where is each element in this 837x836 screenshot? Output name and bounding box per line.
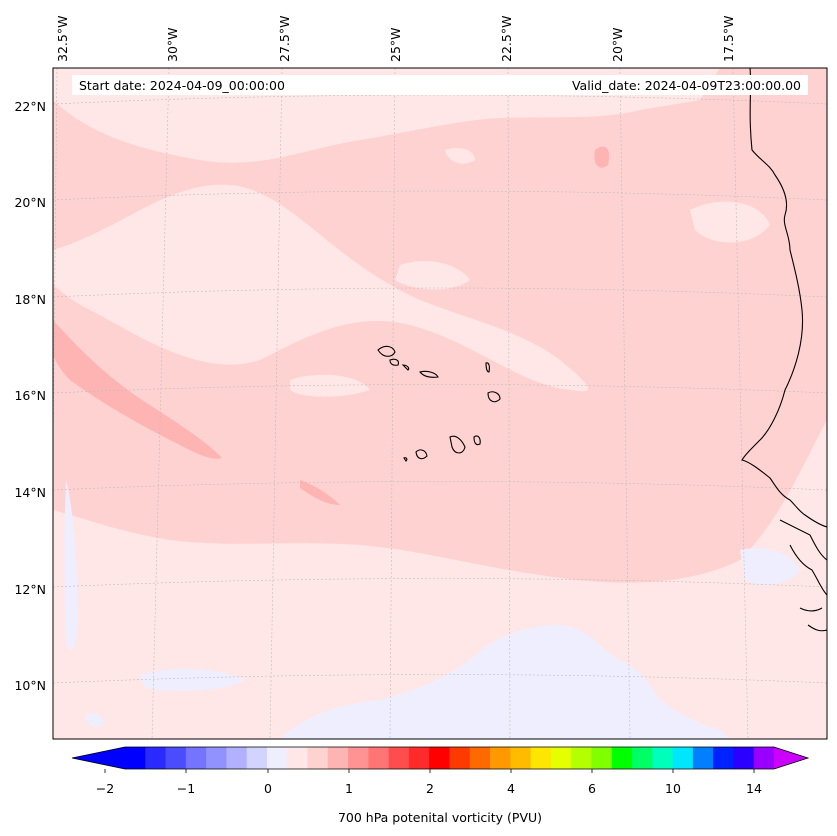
colorbar-bin	[307, 747, 329, 769]
colorbar-tick-labels: −2 −1 0 1 2 4 6 10 14	[96, 781, 762, 796]
valid-date-label: Valid_date: 2024-04-09T23:00:00.00	[572, 78, 801, 93]
pv-field-negative-south	[280, 625, 730, 739]
colorbar-bin	[490, 747, 511, 769]
lat-label-20n: 20°N	[14, 195, 46, 210]
colorbar-bin	[165, 747, 187, 769]
colorbar-bin	[287, 747, 308, 769]
colorbar-title: 700 hPa potenital vorticity (PVU)	[338, 810, 542, 825]
colorbar-bin	[713, 747, 734, 769]
colorbar-outline	[71, 746, 810, 770]
lon-label-27-5w: 27.5°W	[277, 16, 292, 62]
lat-label-18n: 18°N	[14, 292, 46, 307]
colorbar-tick-label: 14	[746, 781, 762, 796]
pv-field-light-band-mid	[53, 184, 589, 392]
colorbar-bin	[368, 747, 390, 769]
lon-label-25w: 25°W	[388, 27, 403, 62]
pv-field-light-patch-2	[290, 374, 370, 397]
colorbar-bin	[652, 747, 673, 769]
colorbar-bin	[550, 747, 572, 769]
colorbar-bin	[388, 747, 410, 769]
colorbar-bin	[530, 747, 552, 769]
longitude-labels: 32.5°W 30°W 27.5°W 25°W 22.5°W 20°W 17.5…	[55, 16, 736, 62]
lat-label-10n: 10°N	[14, 678, 46, 693]
colorbar-bin	[429, 747, 450, 769]
colorbar-bin	[571, 747, 592, 769]
colorbar-extend-high	[774, 747, 808, 769]
colorbar-bin	[672, 747, 694, 769]
colorbar-bin	[125, 747, 146, 769]
colorbar-bin	[226, 747, 248, 769]
colorbar-bin	[206, 747, 227, 769]
colorbar-tick-label: 4	[507, 781, 515, 796]
lon-label-17-5w: 17.5°W	[721, 16, 736, 62]
map-frame	[52, 67, 828, 740]
map-panel	[53, 68, 827, 739]
colorbar-tick-label: 10	[665, 781, 681, 796]
lat-label-16n: 16°N	[14, 388, 46, 403]
africa-coastline-south	[779, 519, 827, 632]
colorbar-bin	[348, 747, 369, 769]
pv-field-light-patch-4	[445, 148, 475, 164]
colorbar-bin	[591, 747, 613, 769]
colorbar-bin	[408, 747, 430, 769]
colorbar-bin	[753, 747, 775, 769]
colorbar-bin	[733, 747, 755, 769]
lat-label-12n: 12°N	[14, 582, 46, 597]
lat-label-22n: 22°N	[14, 99, 46, 114]
colorbar-bin	[611, 747, 633, 769]
pv-field-strong-patch-2	[594, 146, 610, 168]
colorbar-tick-label: −1	[177, 781, 195, 796]
lon-label-30w: 30°W	[165, 27, 180, 62]
lon-label-20w: 20°W	[610, 27, 625, 62]
start-date-label: Start date: 2024-04-09_00:00:00	[79, 78, 285, 93]
pv-field-light-patch-3	[690, 201, 770, 243]
colorbar-extend-low	[72, 747, 125, 769]
lon-label-22-5w: 22.5°W	[499, 16, 514, 62]
colorbar-bin	[632, 747, 653, 769]
colorbar	[71, 746, 810, 773]
colorbar-bin	[469, 747, 491, 769]
colorbar-tick-label: 1	[345, 781, 353, 796]
cape-verde-islands	[377, 345, 501, 462]
pv-field-negative-east	[740, 548, 800, 586]
pv-field-strong-streak	[53, 320, 222, 459]
info-banner	[72, 75, 808, 95]
pv-field-strong-patch	[300, 480, 340, 505]
colorbar-bin	[449, 747, 471, 769]
colorbar-bin	[185, 747, 207, 769]
pv-field-light-patch	[395, 260, 470, 290]
lat-label-14n: 14°N	[14, 485, 46, 500]
colorbar-tick-label: 2	[426, 781, 434, 796]
lon-label-32-5w: 32.5°W	[55, 16, 70, 62]
colorbar-bin	[692, 747, 714, 769]
colorbar-tick-label: 0	[264, 781, 272, 796]
africa-coastline	[741, 68, 827, 528]
colorbar-bin	[145, 747, 166, 769]
colorbar-bin	[327, 747, 349, 769]
colorbar-bin	[266, 747, 288, 769]
pv-field-negative-patch-2	[85, 713, 104, 728]
colorbar-bin	[246, 747, 268, 769]
pv-field-negative-patch	[140, 668, 245, 691]
latitude-labels: 22°N 20°N 18°N 16°N 14°N 12°N 10°N	[14, 99, 46, 693]
colorbar-tick-label: −2	[96, 781, 114, 796]
pv-field-negative-west	[64, 480, 78, 651]
colorbar-tick-label: 6	[588, 781, 596, 796]
colorbar-bin	[510, 747, 532, 769]
